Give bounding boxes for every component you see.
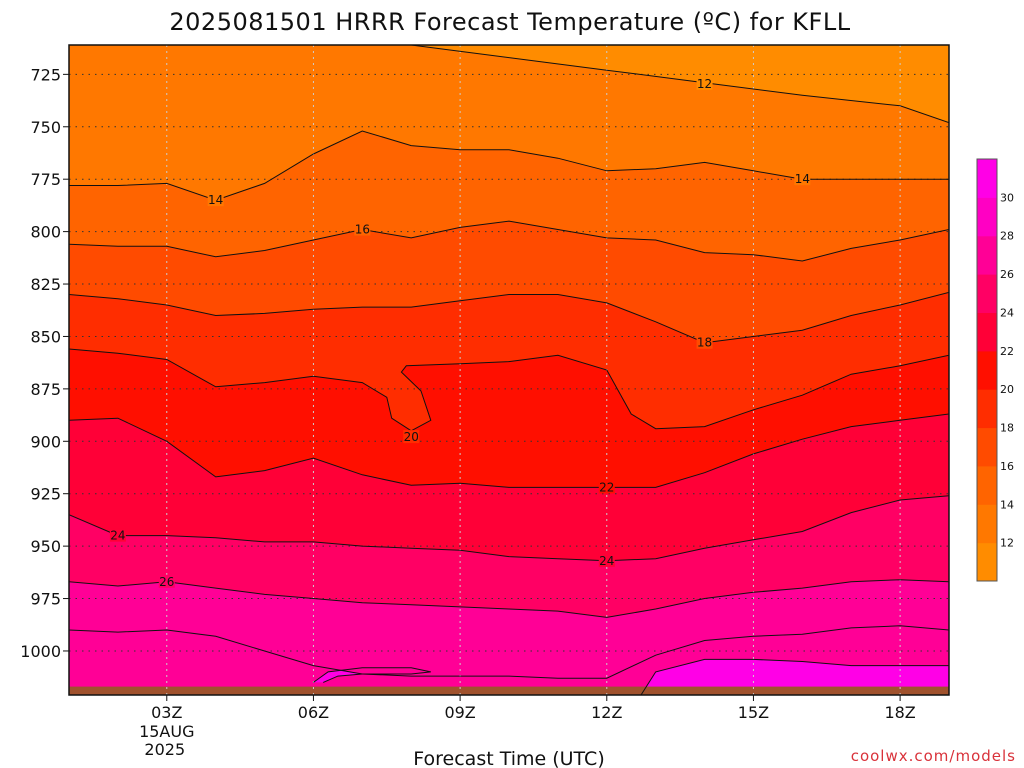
colorbar-label: 20: [1000, 383, 1014, 396]
contour-label-bg: [207, 193, 224, 207]
x-tick-label: 09Z: [444, 703, 475, 722]
contour-label: 24: [110, 529, 125, 543]
isotherm-line-20: [69, 348, 949, 432]
x-tick-year: 2025: [144, 740, 185, 759]
contour-label: 22: [599, 480, 614, 494]
colorbar-swatch: [977, 465, 997, 505]
isotherm-line-28: [69, 625, 949, 679]
grid-lines: [69, 45, 949, 695]
contour-label: 14: [795, 172, 810, 186]
isotherm-line-30: [313, 667, 431, 683]
contour-label-bg: [696, 335, 713, 349]
contour-label: 24: [599, 554, 614, 568]
contour-label: 18: [697, 336, 712, 350]
contour-label: 26: [159, 575, 174, 589]
band-fill-above-30: [641, 659, 949, 695]
temperature-fill-layer: [69, 45, 949, 695]
x-tick-label: 06Z: [298, 703, 329, 722]
colorbar-swatch: [977, 350, 997, 390]
y-tick-label: 725: [30, 65, 61, 84]
contour-label: 16: [355, 223, 370, 237]
contour-label-bg: [158, 574, 175, 588]
y-tick-label: 900: [30, 432, 61, 451]
x-tick-date: 15AUG: [139, 722, 194, 741]
colorbar-label: 16: [1000, 460, 1014, 473]
y-tick-label: 825: [30, 275, 61, 294]
x-tick-label: 03Z: [151, 703, 182, 722]
colorbar-swatch: [977, 197, 997, 237]
colorbar-swatch: [977, 274, 997, 313]
chart-title: 2025081501 HRRR Forecast Temperature (ºC…: [169, 8, 850, 36]
source-credit: coolwx.com/models: [851, 747, 1016, 765]
colorbar-swatch: [977, 427, 997, 467]
y-tick-label: 925: [30, 485, 61, 504]
colorbar-label: 14: [1000, 498, 1014, 511]
y-tick-label: 800: [30, 223, 61, 242]
y-tick-label: 950: [30, 537, 61, 556]
isotherm-line-22: [69, 413, 949, 488]
colorbar-swatch: [977, 389, 997, 429]
colorbar-swatch: [977, 312, 997, 352]
x-axis-label: Forecast Time (UTC): [413, 748, 604, 768]
contour-label: 12: [697, 77, 712, 91]
colorbar-label: 30: [1000, 191, 1014, 204]
contour-label: 20: [404, 430, 419, 444]
x-tick-label: 18Z: [884, 703, 915, 722]
contour-label-bg: [598, 553, 615, 567]
contour-label-bg: [696, 76, 713, 90]
ground-surface-band: [69, 686, 949, 695]
x-tick-label: 12Z: [591, 703, 622, 722]
plot-frame: [68, 44, 950, 696]
contour-label-bg: [403, 430, 420, 444]
colorbar-label: 24: [1000, 306, 1014, 319]
contour-label-bg: [598, 480, 615, 494]
y-axis-ticks: 725 750 775 800 825 850 875 900 925 950 975 1000: [20, 65, 69, 661]
colorbar-swatch: [977, 542, 997, 582]
y-tick-label: 850: [30, 327, 61, 346]
colorbar-swatch: [977, 504, 997, 544]
y-tick-label: 775: [30, 170, 61, 189]
colorbar-swatch: [977, 159, 997, 198]
colorbar-label: 26: [1000, 268, 1014, 281]
contour-label-bg: [794, 172, 811, 186]
contour-label-bg: [354, 222, 371, 236]
isotherm-line-30: [640, 658, 949, 695]
isotherm-line-24: [69, 495, 949, 562]
isotherm-line-18: [69, 291, 949, 344]
isotherm-line-26: [69, 579, 949, 618]
colorbar: 12 14 16 18 20 22 24 26 28 30: [976, 158, 1014, 582]
band-fill-below-12: [313, 45, 949, 123]
y-tick-label: 1000: [20, 642, 61, 661]
colorbar-label: 12: [1000, 537, 1014, 550]
contour-label-bg: [109, 528, 126, 542]
colorbar-label: 18: [1000, 422, 1014, 435]
contour-label: 14: [208, 193, 223, 207]
isotherm-line-12: [307, 45, 949, 124]
colorbar-frame: [976, 158, 998, 582]
isotherm-line-16: [69, 220, 949, 262]
y-tick-label: 875: [30, 380, 61, 399]
colorbar-swatch: [977, 235, 997, 275]
colorbar-label: 28: [1000, 230, 1014, 243]
colorbar-label: 22: [1000, 345, 1014, 358]
y-tick-label: 750: [30, 118, 61, 137]
y-tick-label: 975: [30, 590, 61, 609]
isotherm-lines: 12 14 14 16 18 20 22 24 24 26: [69, 45, 949, 695]
x-tick-label: 15Z: [738, 703, 769, 722]
